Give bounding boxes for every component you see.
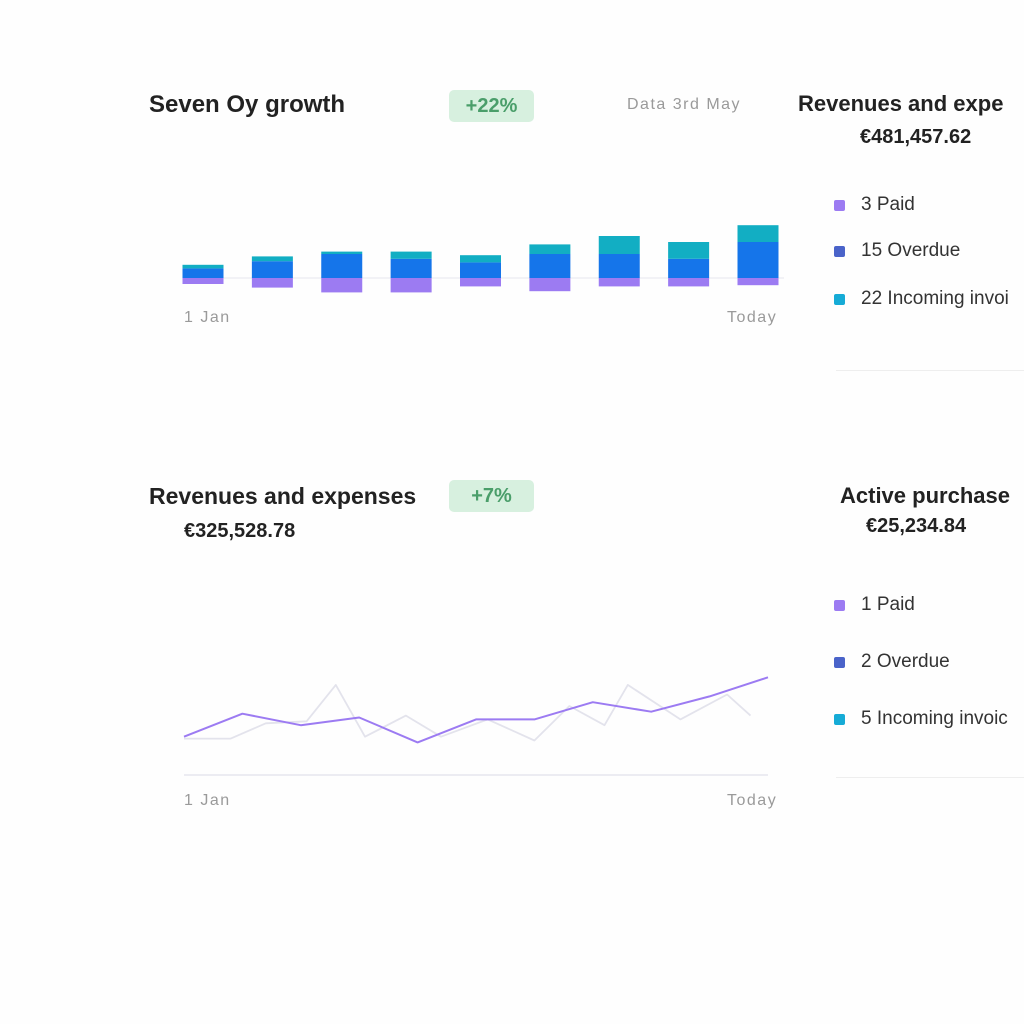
- bar-segment-expense: [668, 278, 710, 287]
- growth-date-label: Data 3rd May: [627, 96, 742, 113]
- bar-segment-primary: [668, 258, 710, 278]
- bar-segment-expense: [251, 278, 293, 288]
- revenues-legend-paid-label: 3 Paid: [861, 194, 915, 215]
- bar-segment-primary: [598, 254, 640, 278]
- revenues-bottom-title: Revenues and expenses: [149, 483, 417, 509]
- revenue-line: [183, 676, 769, 744]
- purchases-divider: [836, 777, 1024, 778]
- purchases-legend-paid: 1 Paid: [834, 594, 915, 616]
- bar-segment-incoming: [182, 264, 224, 269]
- bar-segment-incoming: [737, 225, 779, 242]
- bar-segment-primary: [529, 254, 571, 278]
- bar-segment-incoming: [668, 242, 710, 259]
- revenues-top-amount: €481,457.62: [860, 126, 972, 148]
- purchases-legend-incoming-label: 5 Incoming invoic: [861, 708, 1008, 729]
- paid-swatch-icon: [834, 199, 845, 211]
- revenues-bottom-amount: €325,528.78: [184, 520, 296, 542]
- revenues-top-divider: [836, 370, 1024, 371]
- bar-segment-incoming: [390, 251, 432, 259]
- revenues-legend-overdue: 15 Overdue: [834, 240, 960, 262]
- purchases-legend-incoming: 5 Incoming invoic: [834, 708, 1008, 730]
- bar-segment-incoming: [460, 255, 501, 263]
- purchases-title: Active purchase: [840, 483, 1010, 508]
- revenues-bottom-badge: +7%: [449, 480, 534, 512]
- bar-segment-primary: [460, 262, 501, 278]
- purchases-legend-paid-label: 1 Paid: [861, 594, 915, 615]
- overdue-swatch-icon: [834, 656, 845, 668]
- bar-segment-incoming: [598, 236, 640, 254]
- bar-segment-expense: [737, 278, 779, 286]
- bar-segment-expense: [321, 278, 363, 293]
- bar-segment-incoming: [529, 244, 571, 254]
- bar-segment-expense: [598, 278, 640, 287]
- bar-segment-primary: [182, 268, 224, 278]
- purchases-legend-overdue: 2 Overdue: [834, 651, 950, 673]
- bar-segment-incoming: [321, 251, 363, 254]
- revenues-legend-incoming: 22 Incoming invoi: [834, 288, 1009, 310]
- bar-segment-primary: [737, 242, 779, 278]
- purchases-legend-overdue-label: 2 Overdue: [861, 651, 950, 672]
- growth-title: Seven Oy growth: [149, 91, 346, 118]
- bar-segment-primary: [321, 254, 363, 278]
- overdue-swatch-icon: [834, 245, 845, 257]
- revenues-line-chart: [183, 676, 769, 776]
- comparison-line: [184, 683, 752, 742]
- revenues-legend-incoming-label: 22 Incoming invoi: [861, 288, 1009, 309]
- revenues-top-title: Revenues and expe: [798, 91, 1004, 116]
- bar-segment-expense: [460, 278, 501, 287]
- revenues-legend-paid: 3 Paid: [834, 194, 915, 216]
- growth-badge: +22%: [449, 90, 534, 122]
- paid-swatch-icon: [834, 599, 845, 611]
- growth-axis-start: 1 Jan: [184, 309, 231, 326]
- bar-segment-primary: [251, 261, 293, 278]
- incoming-swatch-icon: [834, 293, 845, 305]
- bar-segment-expense: [182, 278, 224, 284]
- incoming-swatch-icon: [834, 713, 845, 725]
- growth-axis-end: Today: [727, 309, 778, 326]
- revenues-axis-end: Today: [727, 792, 778, 809]
- bar-segment-expense: [529, 278, 571, 292]
- bar-segment-primary: [390, 258, 432, 278]
- bar-segment-expense: [390, 278, 432, 293]
- growth-bar-chart: [182, 225, 784, 293]
- bar-segment-incoming: [251, 256, 293, 262]
- revenues-axis-start: 1 Jan: [184, 792, 231, 809]
- purchases-amount: €25,234.84: [866, 515, 967, 537]
- revenues-legend-overdue-label: 15 Overdue: [861, 240, 961, 261]
